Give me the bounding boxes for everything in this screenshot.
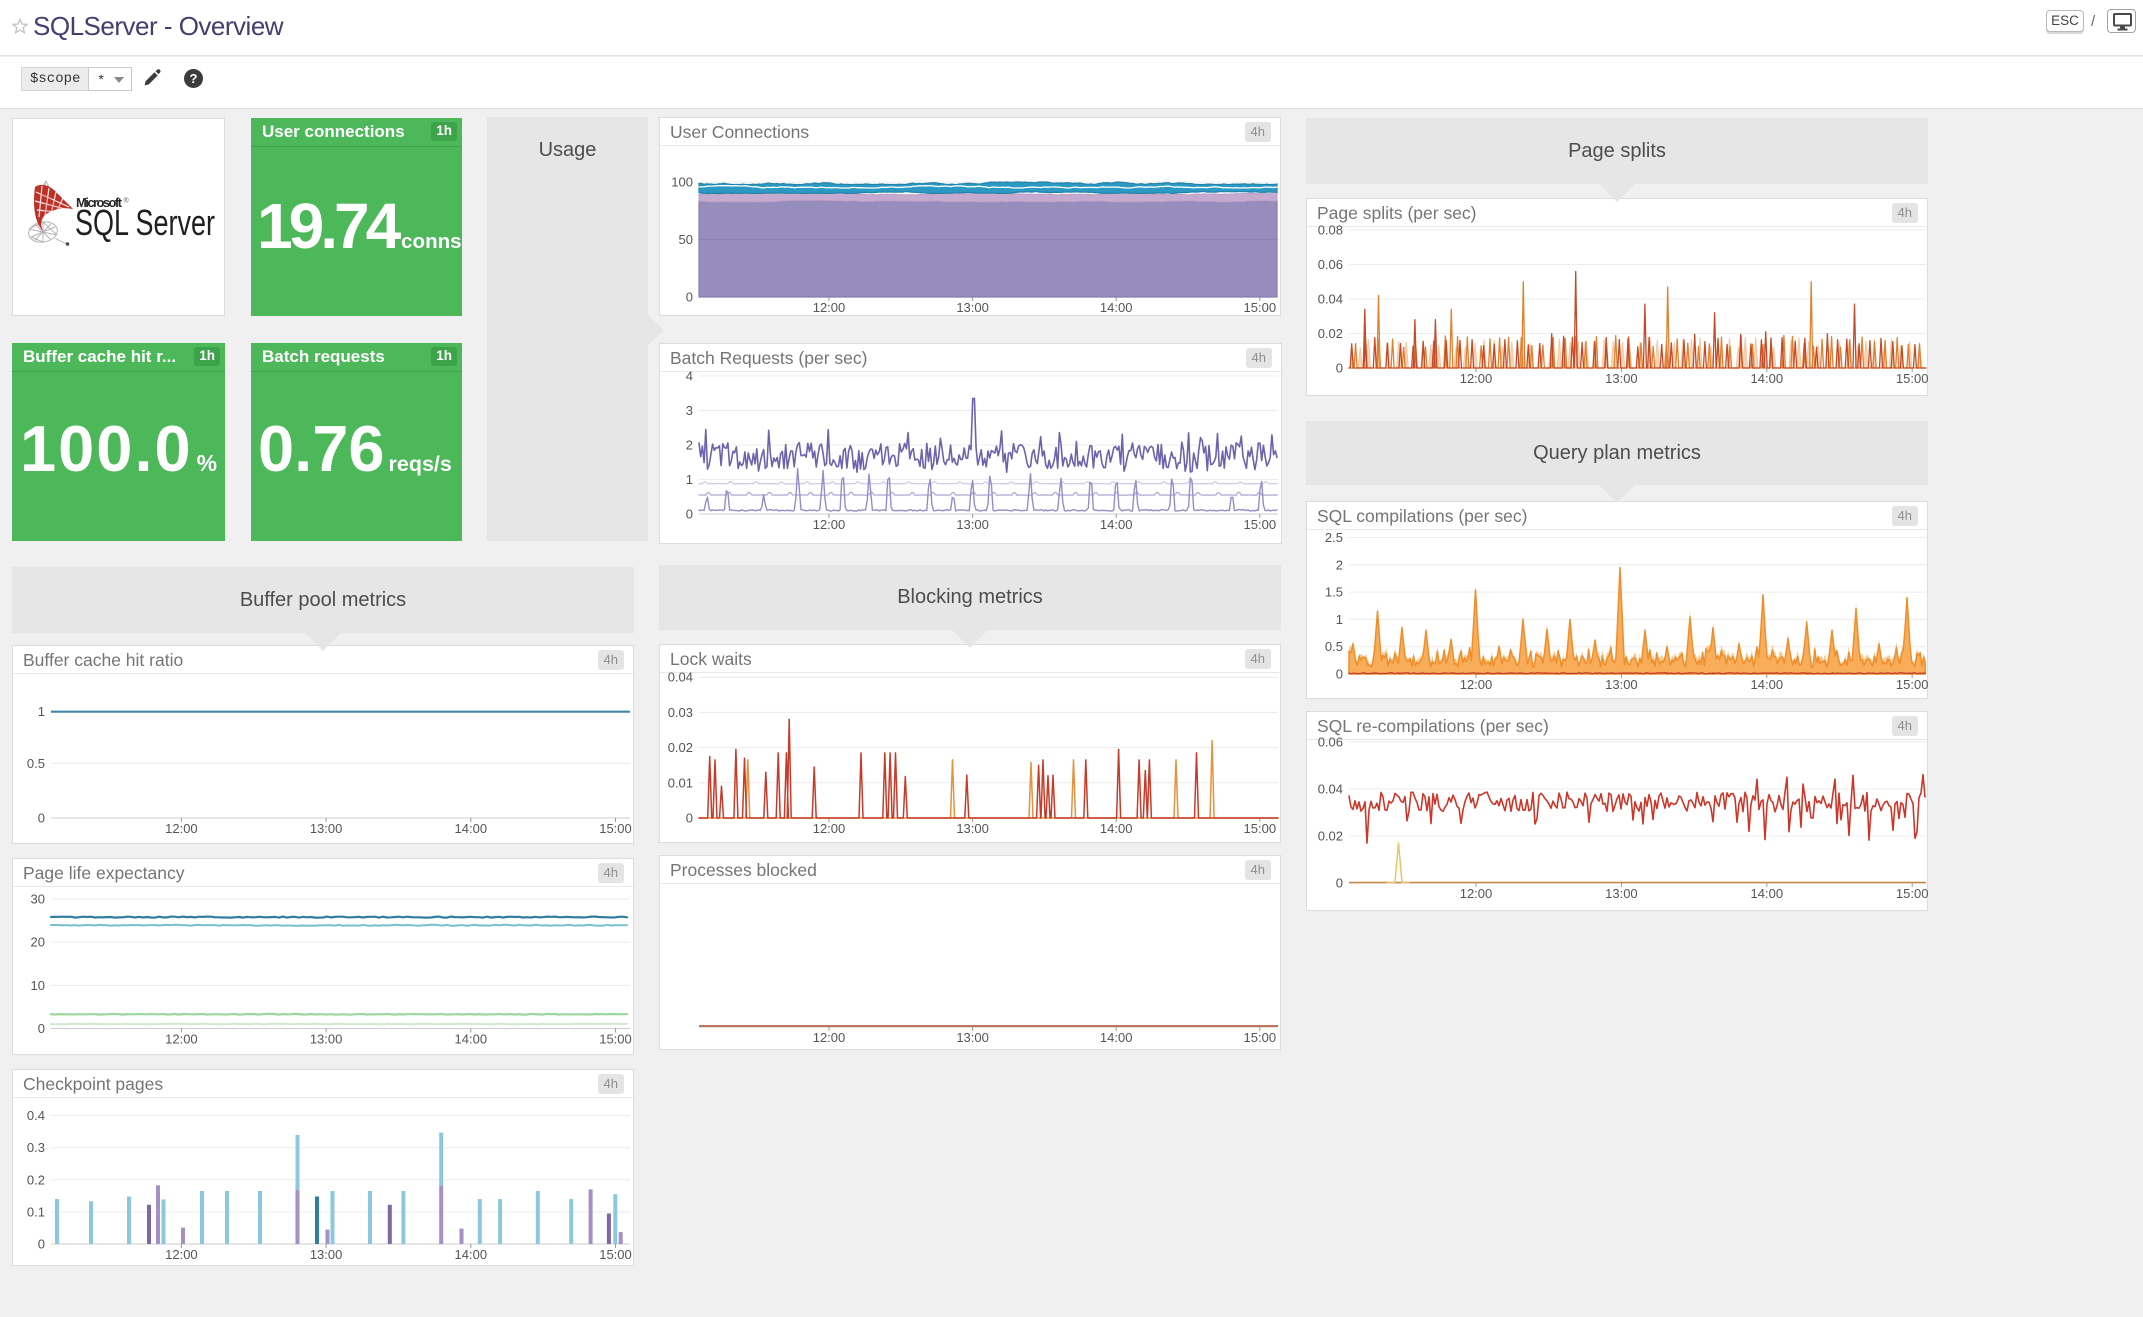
svg-text:12:00: 12:00 xyxy=(813,300,846,315)
svg-text:14:00: 14:00 xyxy=(455,1247,488,1262)
svg-text:15:00: 15:00 xyxy=(1244,1030,1277,1045)
svg-text:15:00: 15:00 xyxy=(599,1247,632,1262)
svg-text:13:00: 13:00 xyxy=(956,517,989,532)
svg-text:2.5: 2.5 xyxy=(1325,530,1343,545)
svg-text:0.03: 0.03 xyxy=(668,705,693,720)
svg-text:14:00: 14:00 xyxy=(1100,300,1133,315)
svg-text:20: 20 xyxy=(31,935,45,950)
svg-text:0.5: 0.5 xyxy=(1325,639,1343,654)
svg-text:0.06: 0.06 xyxy=(1318,257,1343,272)
svg-text:0: 0 xyxy=(38,811,45,826)
svg-text:4: 4 xyxy=(686,369,693,384)
svg-text:1: 1 xyxy=(38,704,45,719)
svg-text:13:00: 13:00 xyxy=(310,821,343,836)
svg-text:15:00: 15:00 xyxy=(599,821,632,836)
svg-text:10: 10 xyxy=(31,978,45,993)
svg-text:0.3: 0.3 xyxy=(27,1140,45,1155)
svg-text:12:00: 12:00 xyxy=(1460,371,1493,386)
svg-text:1.5: 1.5 xyxy=(1325,585,1343,600)
svg-text:0.01: 0.01 xyxy=(668,775,693,790)
svg-text:13:00: 13:00 xyxy=(956,300,989,315)
svg-text:15:00: 15:00 xyxy=(1244,517,1277,532)
svg-text:13:00: 13:00 xyxy=(1605,886,1638,901)
svg-text:0.4: 0.4 xyxy=(27,1108,45,1123)
svg-text:12:00: 12:00 xyxy=(813,1030,846,1045)
svg-text:50: 50 xyxy=(679,232,693,247)
svg-text:0: 0 xyxy=(686,811,693,826)
svg-text:13:00: 13:00 xyxy=(956,821,989,836)
svg-text:0: 0 xyxy=(686,290,693,305)
svg-text:0.1: 0.1 xyxy=(27,1204,45,1219)
svg-text:14:00: 14:00 xyxy=(455,1032,488,1047)
svg-text:14:00: 14:00 xyxy=(1100,821,1133,836)
svg-text:2: 2 xyxy=(686,438,693,453)
svg-text:12:00: 12:00 xyxy=(813,821,846,836)
svg-text:12:00: 12:00 xyxy=(1460,886,1493,901)
svg-text:12:00: 12:00 xyxy=(165,1032,198,1047)
svg-text:SQL Server: SQL Server xyxy=(75,202,215,243)
svg-text:13:00: 13:00 xyxy=(1605,371,1638,386)
svg-text:12:00: 12:00 xyxy=(813,517,846,532)
svg-text:100: 100 xyxy=(671,175,693,190)
svg-text:Microsoft: Microsoft xyxy=(76,195,123,210)
svg-text:0.02: 0.02 xyxy=(668,740,693,755)
svg-text:14:00: 14:00 xyxy=(1751,886,1784,901)
svg-text:14:00: 14:00 xyxy=(455,821,488,836)
svg-text:0.02: 0.02 xyxy=(1318,326,1343,341)
svg-text:0: 0 xyxy=(38,1021,45,1036)
svg-text:1: 1 xyxy=(1336,612,1343,627)
svg-text:0.08: 0.08 xyxy=(1318,223,1343,238)
svg-text:2: 2 xyxy=(1336,557,1343,572)
svg-text:15:00: 15:00 xyxy=(599,1032,632,1047)
svg-text:1: 1 xyxy=(686,472,693,487)
svg-text:0.04: 0.04 xyxy=(668,670,693,685)
svg-text:14:00: 14:00 xyxy=(1751,677,1784,692)
svg-text:13:00: 13:00 xyxy=(310,1032,343,1047)
svg-text:®: ® xyxy=(124,197,130,205)
svg-text:0.5: 0.5 xyxy=(27,756,45,771)
svg-text:0: 0 xyxy=(1336,361,1343,376)
svg-text:15:00: 15:00 xyxy=(1244,300,1277,315)
svg-text:0.2: 0.2 xyxy=(27,1172,45,1187)
svg-text:0.02: 0.02 xyxy=(1318,829,1343,844)
svg-text:0: 0 xyxy=(38,1237,45,1252)
svg-text:15:00: 15:00 xyxy=(1896,677,1929,692)
svg-text:15:00: 15:00 xyxy=(1244,821,1277,836)
svg-text:14:00: 14:00 xyxy=(1100,517,1133,532)
svg-text:0: 0 xyxy=(1336,876,1343,891)
svg-text:?: ? xyxy=(190,71,198,86)
svg-text:15:00: 15:00 xyxy=(1896,886,1929,901)
svg-text:14:00: 14:00 xyxy=(1751,371,1784,386)
svg-text:13:00: 13:00 xyxy=(310,1247,343,1262)
svg-text:13:00: 13:00 xyxy=(956,1030,989,1045)
svg-text:0.06: 0.06 xyxy=(1318,735,1343,750)
svg-text:3: 3 xyxy=(686,403,693,418)
svg-text:12:00: 12:00 xyxy=(165,1247,198,1262)
svg-text:13:00: 13:00 xyxy=(1605,677,1638,692)
svg-text:0.04: 0.04 xyxy=(1318,782,1343,797)
svg-text:15:00: 15:00 xyxy=(1896,371,1929,386)
svg-text:12:00: 12:00 xyxy=(165,821,198,836)
svg-text:0: 0 xyxy=(1336,667,1343,682)
svg-text:14:00: 14:00 xyxy=(1100,1030,1133,1045)
svg-text:30: 30 xyxy=(31,891,45,906)
svg-text:0: 0 xyxy=(686,507,693,522)
svg-text:12:00: 12:00 xyxy=(1460,677,1493,692)
svg-text:0.04: 0.04 xyxy=(1318,292,1343,307)
